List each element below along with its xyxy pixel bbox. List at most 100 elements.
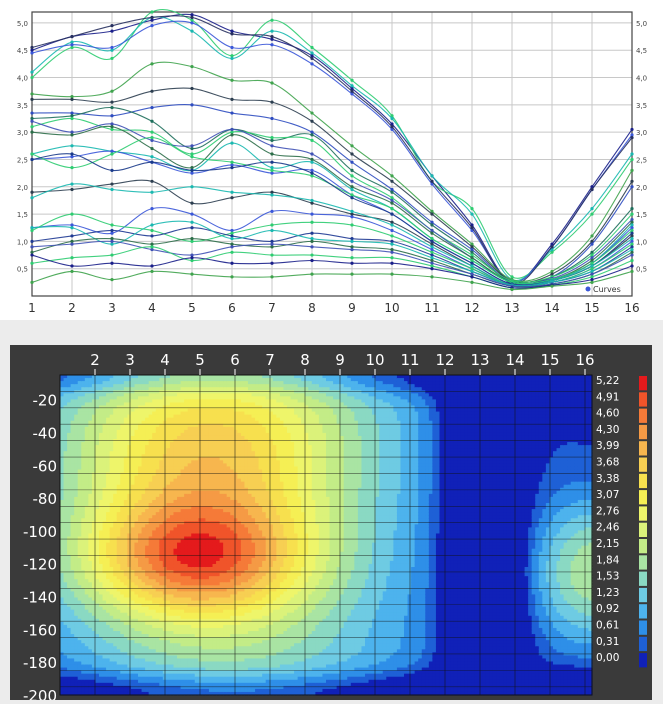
- data-point: [470, 267, 473, 270]
- data-point: [190, 169, 193, 172]
- data-point: [70, 117, 73, 120]
- data-point: [150, 155, 153, 158]
- data-point: [230, 229, 233, 232]
- data-point: [150, 243, 153, 246]
- data-point: [430, 262, 433, 265]
- data-point: [630, 234, 633, 237]
- data-point: [110, 57, 113, 60]
- data-point: [70, 256, 73, 259]
- data-point: [270, 30, 273, 33]
- data-point: [230, 131, 233, 134]
- data-point: [310, 253, 313, 256]
- data-point: [110, 278, 113, 281]
- data-point: [590, 264, 593, 267]
- x-tick-label: 15: [584, 301, 599, 315]
- data-point: [190, 19, 193, 22]
- data-point: [150, 136, 153, 139]
- data-point: [310, 240, 313, 243]
- data-point: [30, 117, 33, 120]
- data-point: [150, 24, 153, 27]
- data-point: [190, 65, 193, 68]
- data-point: [190, 152, 193, 155]
- data-point: [310, 120, 313, 123]
- data-point: [390, 256, 393, 259]
- data-point: [590, 275, 593, 278]
- data-point: [150, 10, 153, 13]
- data-point: [30, 226, 33, 229]
- data-point: [70, 264, 73, 267]
- data-point: [270, 19, 273, 22]
- x-tick-label: 8: [308, 301, 316, 315]
- data-point: [30, 70, 33, 73]
- y-tick-label-right: 2,5: [636, 156, 647, 164]
- data-point: [630, 226, 633, 229]
- y-tick-label-right: 3,0: [636, 129, 647, 137]
- data-point: [190, 259, 193, 262]
- data-point: [430, 275, 433, 278]
- data-point: [270, 172, 273, 175]
- data-point: [590, 273, 593, 276]
- data-point: [470, 248, 473, 251]
- data-point: [110, 125, 113, 128]
- data-point: [350, 180, 353, 183]
- data-point: [270, 101, 273, 104]
- data-point: [430, 232, 433, 235]
- data-point: [310, 174, 313, 177]
- data-point: [590, 259, 593, 262]
- data-point: [110, 243, 113, 246]
- data-point: [230, 98, 233, 101]
- data-point: [30, 98, 33, 101]
- data-point: [70, 35, 73, 38]
- data-point: [630, 243, 633, 246]
- data-point: [630, 158, 633, 161]
- data-point: [310, 172, 313, 175]
- data-point: [390, 262, 393, 265]
- data-point: [230, 196, 233, 199]
- data-point: [150, 229, 153, 232]
- data-point: [30, 191, 33, 194]
- y-tick-label-left: 4,5: [17, 47, 28, 55]
- data-point: [270, 43, 273, 46]
- data-point: [270, 253, 273, 256]
- data-point: [150, 131, 153, 134]
- data-point: [550, 245, 553, 248]
- data-point: [30, 158, 33, 161]
- data-point: [230, 237, 233, 240]
- data-point: [350, 152, 353, 155]
- data-point: [630, 169, 633, 172]
- data-point: [470, 251, 473, 254]
- y-tick-label-left: 3,5: [17, 102, 28, 110]
- data-point: [390, 251, 393, 254]
- data-point: [390, 125, 393, 128]
- data-point: [190, 87, 193, 90]
- data-point: [310, 273, 313, 276]
- data-point: [590, 278, 593, 281]
- data-point: [230, 275, 233, 278]
- x-tick-label: 1: [28, 301, 36, 315]
- plot-frame: [32, 12, 632, 296]
- data-point: [630, 152, 633, 155]
- x-tick-label: 5: [188, 301, 196, 315]
- data-point: [110, 128, 113, 131]
- data-point: [390, 207, 393, 210]
- data-point: [190, 166, 193, 169]
- data-point: [190, 21, 193, 24]
- data-point: [390, 199, 393, 202]
- data-point: [190, 13, 193, 16]
- data-point: [390, 191, 393, 194]
- data-point: [350, 245, 353, 248]
- data-point: [230, 262, 233, 265]
- data-point: [510, 288, 513, 291]
- data-point: [630, 232, 633, 235]
- data-point: [190, 226, 193, 229]
- y-tick-label-left: 2,5: [17, 156, 28, 164]
- data-point: [470, 256, 473, 259]
- data-point: [30, 262, 33, 265]
- data-point: [30, 76, 33, 79]
- y-tick-label-right: 1,5: [636, 211, 647, 219]
- data-point: [350, 161, 353, 164]
- data-point: [390, 229, 393, 232]
- data-point: [310, 259, 313, 262]
- y-tick-label-right: 3,5: [636, 102, 647, 110]
- data-point: [30, 125, 33, 128]
